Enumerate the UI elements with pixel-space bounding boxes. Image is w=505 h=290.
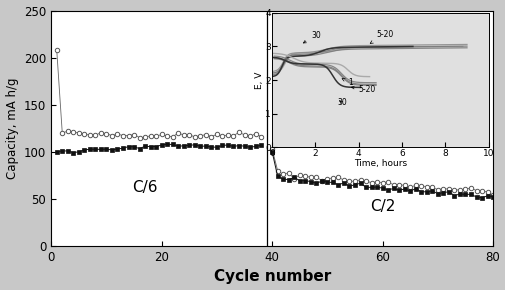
Text: C/2: C/2 bbox=[369, 199, 394, 214]
Y-axis label: Capacity, mA h/g: Capacity, mA h/g bbox=[6, 77, 19, 179]
X-axis label: Cycle number: Cycle number bbox=[213, 269, 330, 284]
Text: C/6: C/6 bbox=[132, 180, 158, 195]
